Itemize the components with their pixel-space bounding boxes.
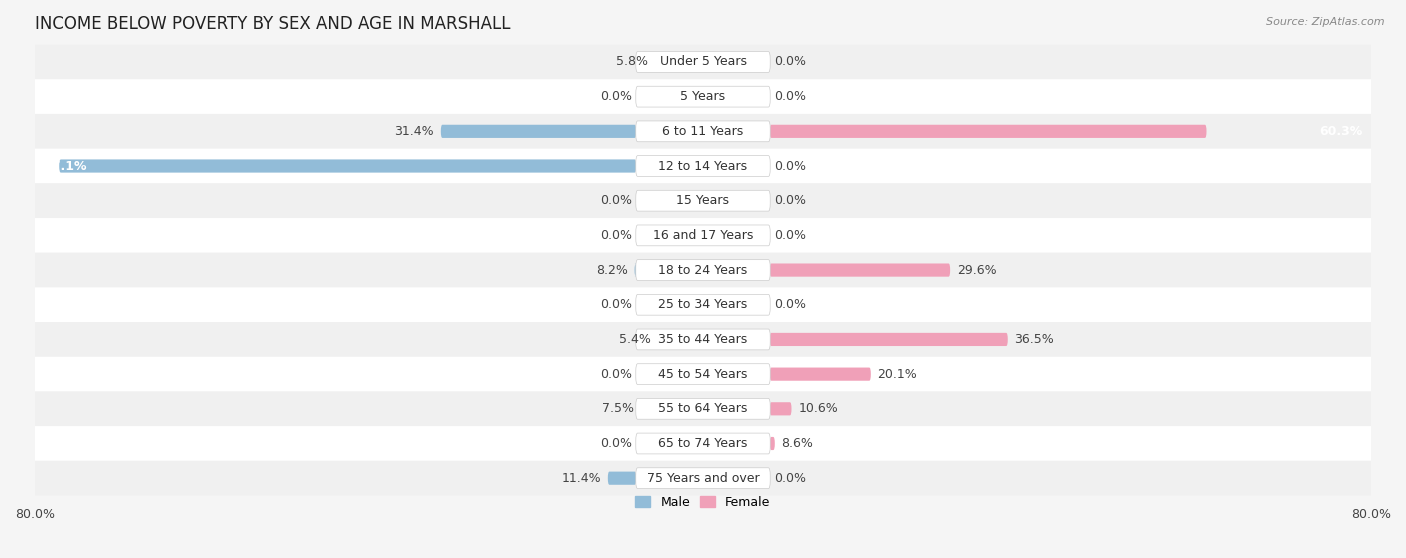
FancyBboxPatch shape: [770, 368, 870, 381]
FancyBboxPatch shape: [35, 461, 1371, 496]
Text: 65 to 74 Years: 65 to 74 Years: [658, 437, 748, 450]
FancyBboxPatch shape: [636, 295, 770, 315]
FancyBboxPatch shape: [636, 433, 770, 454]
Text: 0.0%: 0.0%: [773, 299, 806, 311]
Text: 75 Years and over: 75 Years and over: [647, 472, 759, 485]
Text: 7.5%: 7.5%: [602, 402, 634, 415]
FancyBboxPatch shape: [35, 184, 1371, 218]
Text: 45 to 54 Years: 45 to 54 Years: [658, 368, 748, 381]
Text: 25 to 34 Years: 25 to 34 Years: [658, 299, 748, 311]
FancyBboxPatch shape: [35, 287, 1371, 322]
Text: 0.0%: 0.0%: [773, 472, 806, 485]
Text: 35 to 44 Years: 35 to 44 Years: [658, 333, 748, 346]
FancyBboxPatch shape: [35, 322, 1371, 357]
Text: INCOME BELOW POVERTY BY SEX AND AGE IN MARSHALL: INCOME BELOW POVERTY BY SEX AND AGE IN M…: [35, 15, 510, 33]
Text: 0.0%: 0.0%: [600, 299, 633, 311]
Bar: [669, 402, 703, 415]
FancyBboxPatch shape: [35, 253, 1371, 287]
Bar: [669, 55, 703, 69]
Text: 16 and 17 Years: 16 and 17 Years: [652, 229, 754, 242]
FancyBboxPatch shape: [770, 333, 1008, 346]
FancyBboxPatch shape: [35, 392, 1371, 426]
Text: 60.3%: 60.3%: [1319, 125, 1362, 138]
FancyBboxPatch shape: [35, 114, 1371, 148]
Text: 0.0%: 0.0%: [773, 90, 806, 103]
FancyBboxPatch shape: [59, 160, 636, 172]
Text: 6 to 11 Years: 6 to 11 Years: [662, 125, 744, 138]
Text: 18 to 24 Years: 18 to 24 Years: [658, 263, 748, 277]
FancyBboxPatch shape: [636, 51, 770, 73]
Text: 10.6%: 10.6%: [799, 402, 838, 415]
FancyBboxPatch shape: [636, 329, 770, 350]
FancyBboxPatch shape: [441, 125, 636, 138]
Text: 0.0%: 0.0%: [773, 160, 806, 172]
Text: Under 5 Years: Under 5 Years: [659, 55, 747, 69]
Text: Source: ZipAtlas.com: Source: ZipAtlas.com: [1267, 17, 1385, 27]
Text: 31.4%: 31.4%: [395, 125, 434, 138]
FancyBboxPatch shape: [35, 45, 1371, 79]
Text: 5 Years: 5 Years: [681, 90, 725, 103]
FancyBboxPatch shape: [35, 218, 1371, 253]
Text: 0.0%: 0.0%: [600, 90, 633, 103]
Text: 11.4%: 11.4%: [561, 472, 602, 485]
FancyBboxPatch shape: [607, 472, 636, 485]
FancyBboxPatch shape: [770, 263, 950, 277]
FancyBboxPatch shape: [636, 259, 770, 281]
Text: 5.4%: 5.4%: [620, 333, 651, 346]
FancyBboxPatch shape: [636, 398, 770, 419]
Text: 0.0%: 0.0%: [600, 437, 633, 450]
Text: 77.1%: 77.1%: [44, 160, 87, 172]
FancyBboxPatch shape: [35, 148, 1371, 184]
FancyBboxPatch shape: [636, 156, 770, 176]
Text: 0.0%: 0.0%: [600, 368, 633, 381]
FancyBboxPatch shape: [636, 225, 770, 246]
FancyBboxPatch shape: [35, 79, 1371, 114]
FancyBboxPatch shape: [770, 402, 792, 415]
FancyBboxPatch shape: [636, 121, 770, 142]
FancyBboxPatch shape: [770, 437, 775, 450]
FancyBboxPatch shape: [636, 86, 770, 107]
Text: 55 to 64 Years: 55 to 64 Years: [658, 402, 748, 415]
Text: 0.0%: 0.0%: [600, 194, 633, 207]
Text: 15 Years: 15 Years: [676, 194, 730, 207]
FancyBboxPatch shape: [636, 468, 770, 489]
Text: 0.0%: 0.0%: [600, 229, 633, 242]
Text: 29.6%: 29.6%: [957, 263, 997, 277]
FancyBboxPatch shape: [770, 125, 1206, 138]
FancyBboxPatch shape: [35, 426, 1371, 461]
Text: 0.0%: 0.0%: [773, 55, 806, 69]
FancyBboxPatch shape: [35, 357, 1371, 392]
FancyBboxPatch shape: [636, 364, 770, 384]
Text: 0.0%: 0.0%: [773, 194, 806, 207]
Text: 8.2%: 8.2%: [596, 263, 628, 277]
Text: 8.6%: 8.6%: [782, 437, 813, 450]
FancyBboxPatch shape: [636, 190, 770, 211]
Bar: [669, 333, 703, 346]
Text: 20.1%: 20.1%: [877, 368, 917, 381]
Text: 36.5%: 36.5%: [1015, 333, 1054, 346]
Text: 5.8%: 5.8%: [616, 55, 648, 69]
FancyBboxPatch shape: [634, 263, 636, 277]
Legend: Male, Female: Male, Female: [630, 490, 776, 514]
Text: 0.0%: 0.0%: [773, 229, 806, 242]
Text: 12 to 14 Years: 12 to 14 Years: [658, 160, 748, 172]
